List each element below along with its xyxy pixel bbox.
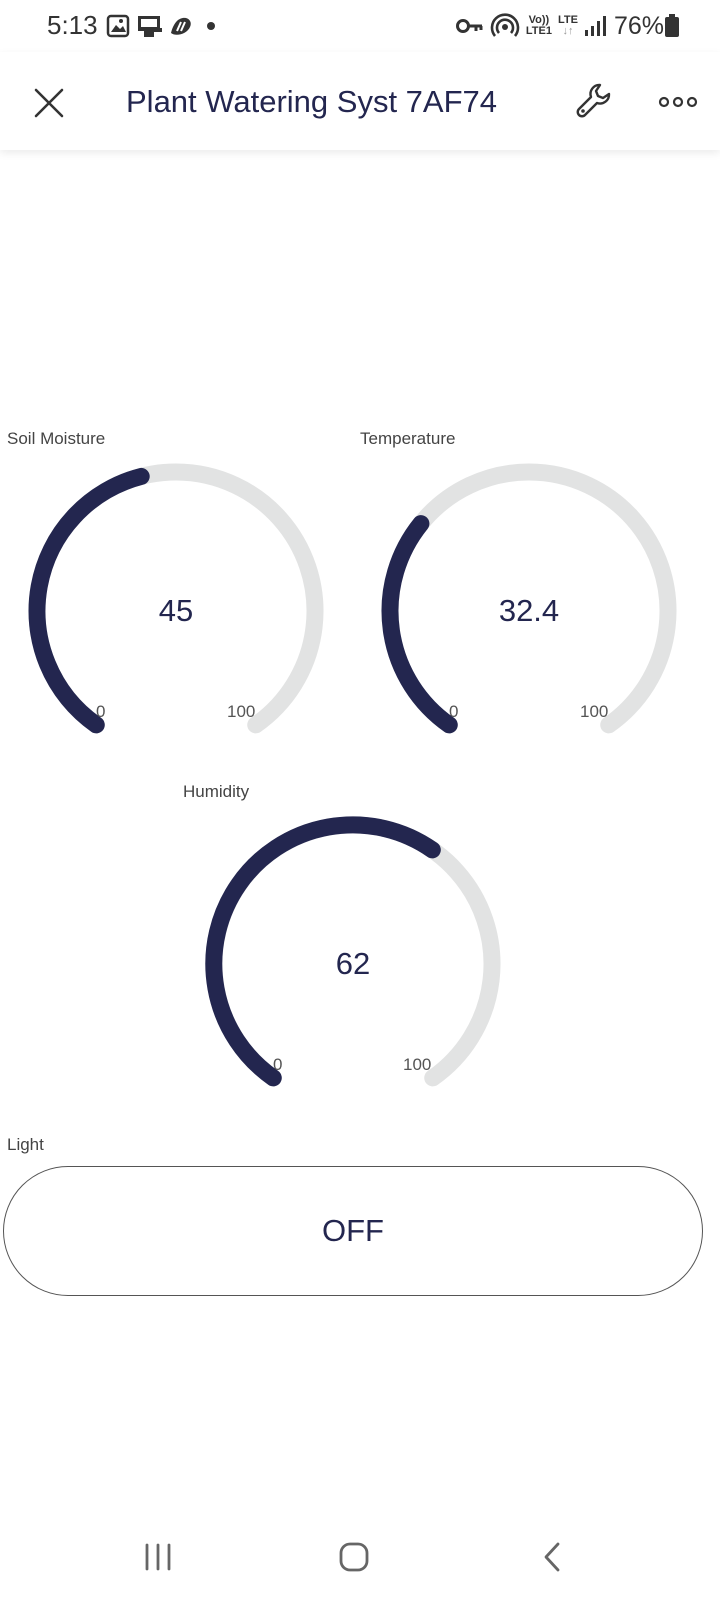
- gauge-max-label: 100: [227, 702, 256, 721]
- light-toggle-button[interactable]: OFF: [3, 1166, 703, 1296]
- gauge-label: Temperature: [360, 429, 456, 448]
- cast-icon: [138, 16, 162, 37]
- recents-icon: [145, 1543, 171, 1571]
- close-button[interactable]: [26, 80, 72, 126]
- light-label: Light: [7, 1135, 44, 1154]
- status-time: 5:13: [47, 10, 98, 40]
- status-notification-icons: [106, 14, 215, 38]
- app-bar: Plant Watering Syst 7AF74: [0, 52, 720, 150]
- system-nav-bar: [0, 1514, 720, 1600]
- battery-percent: 76%: [613, 11, 664, 40]
- home-button[interactable]: [324, 1532, 384, 1582]
- more-options-button[interactable]: [652, 82, 704, 122]
- gauge-label: Soil Moisture: [7, 429, 106, 448]
- more-icon: [658, 96, 698, 108]
- dot-icon: [207, 22, 215, 30]
- app-notification-icon: [171, 17, 191, 35]
- gauge-value: 32.4: [498, 593, 560, 628]
- lte-icon: LTE ↓↑: [557, 14, 578, 37]
- vpn-key-icon: [455, 19, 483, 33]
- battery-icon: [665, 14, 679, 37]
- gauge-max-label: 100: [580, 702, 609, 721]
- gauge-label: Humidity: [183, 782, 250, 801]
- recents-button[interactable]: [128, 1532, 188, 1582]
- status-right-cluster: Vo)) LTE1 LTE ↓↑ 76%: [455, 11, 664, 40]
- back-button[interactable]: [522, 1532, 582, 1582]
- close-icon: [34, 88, 64, 118]
- gauge-min-label: 0: [273, 1055, 283, 1074]
- status-bar: 5:13 Vo)) LTE1: [0, 0, 720, 52]
- gauge-value: 45: [158, 593, 194, 628]
- gallery-icon: [106, 14, 130, 38]
- gauge-max-label: 100: [403, 1055, 432, 1074]
- back-icon: [544, 1542, 560, 1572]
- settings-button[interactable]: [572, 78, 618, 124]
- gauge-min-label: 0: [96, 702, 106, 721]
- gauge-fill: [381, 515, 458, 734]
- hotspot-icon: [490, 13, 520, 37]
- light-state: OFF: [322, 1213, 384, 1248]
- gauge-min-label: 0: [449, 702, 459, 721]
- home-icon: [339, 1542, 369, 1572]
- gauge-value: 62: [335, 946, 371, 981]
- page-title: Plant Watering Syst 7AF74: [126, 84, 498, 119]
- signal-icon: [584, 16, 606, 36]
- volte-icon: Vo)) LTE1: [525, 14, 552, 37]
- wrench-icon: [576, 83, 611, 118]
